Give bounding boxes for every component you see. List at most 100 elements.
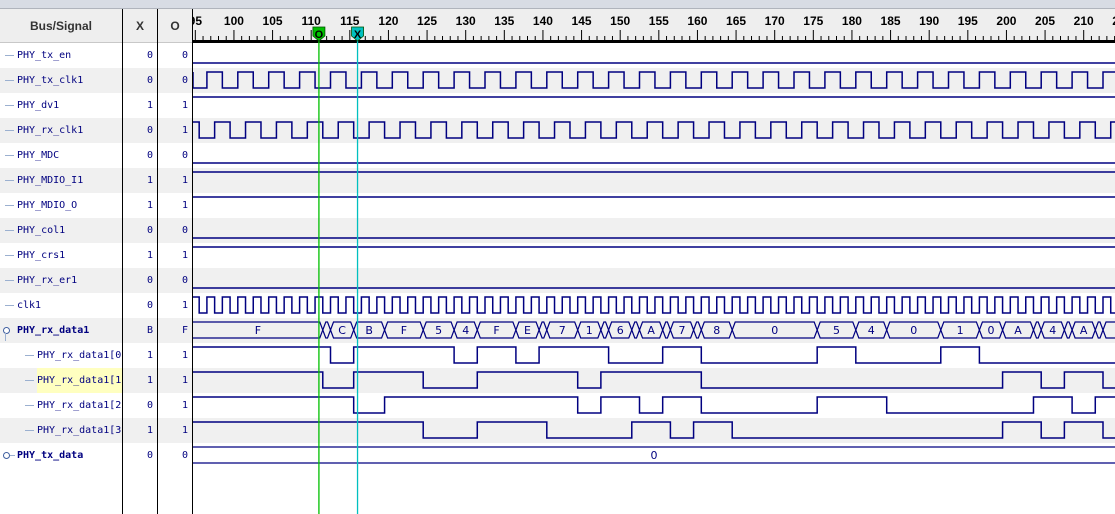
o-cursor-value: 1 [181, 375, 188, 386]
time-tick-label: 105 [263, 14, 283, 28]
bus-value-label: 6 [617, 324, 624, 337]
signal-row[interactable]: PHY_rx_data1 B F [0, 318, 193, 343]
column-header-bus-signal[interactable]: Bus/Signal [0, 9, 122, 43]
time-tick-label: 120 [378, 14, 398, 28]
tree-line [5, 130, 14, 131]
bus-segment [193, 446, 1115, 464]
row-band [193, 268, 1115, 293]
tree-line [5, 333, 6, 341]
time-tick-label: 215 [1112, 14, 1115, 28]
signal-name[interactable]: PHY_MDIO_O [17, 200, 78, 211]
signal-row[interactable]: PHY_tx_data 0 0 [0, 443, 193, 468]
bus-value-label: 4 [868, 324, 875, 337]
x-cursor-value: 1 [146, 175, 153, 186]
bus-value-label: 5 [833, 324, 840, 337]
signal-row[interactable]: PHY_tx_clk1 0 0 [0, 68, 193, 93]
bus-value-label: 8 [713, 324, 720, 337]
signal-row[interactable]: PHY_rx_er1 0 0 [0, 268, 193, 293]
bus-value-label: F [255, 324, 261, 337]
column-header-o[interactable]: O [158, 9, 192, 43]
bus-collapsed-icon[interactable] [3, 452, 10, 459]
x-cursor-value: 0 [146, 450, 153, 461]
bus-value-label: 7 [559, 324, 566, 337]
bus-value-label: 7 [678, 324, 685, 337]
signal-name[interactable]: PHY_rx_clk1 [17, 125, 84, 136]
time-tick-label: 175 [803, 14, 823, 28]
signal-name[interactable]: PHY_rx_data1[3 [37, 425, 122, 436]
signal-name[interactable]: PHY_rx_data1[1 [37, 368, 122, 393]
time-tick-label: 110 [302, 14, 322, 28]
o-cursor-value: F [181, 325, 188, 336]
signal-name[interactable]: PHY_rx_data1[2 [37, 400, 122, 411]
time-tick-label: 135 [494, 14, 514, 28]
signal-row[interactable]: PHY_rx_data1[0 1 1 [0, 343, 193, 368]
tree-line [25, 430, 34, 431]
time-tick-label: 180 [842, 14, 862, 28]
column-divider[interactable] [157, 9, 158, 514]
tree-line [5, 305, 14, 306]
o-cursor-value: 0 [181, 225, 188, 236]
bus-bit-waveform [193, 346, 1115, 364]
bus-value-label: A [647, 324, 655, 337]
signal-row[interactable]: clk1 0 1 [0, 293, 193, 318]
signal-row[interactable]: PHY_tx_en 0 0 [0, 43, 193, 68]
signal-row[interactable]: PHY_dv1 1 1 [0, 93, 193, 118]
signal-name[interactable]: PHY_rx_data1 [17, 325, 90, 336]
x-cursor-value: 0 [146, 50, 153, 61]
signal-name[interactable]: PHY_tx_en [17, 50, 72, 61]
signal-name[interactable]: PHY_MDC [17, 150, 60, 161]
o-cursor-value: 1 [181, 125, 188, 136]
signal-row[interactable]: PHY_MDC 0 0 [0, 143, 193, 168]
signal-row[interactable]: PHY_col1 0 0 [0, 218, 193, 243]
signal-name[interactable]: PHY_col1 [17, 225, 66, 236]
cursor-o-flag[interactable] [312, 26, 326, 42]
signal-name[interactable]: PHY_tx_clk1 [17, 75, 84, 86]
time-tick-label: 95 [193, 14, 202, 28]
signal-name[interactable]: PHY_MDIO_I1 [17, 175, 84, 186]
signal-name[interactable]: PHY_tx_data [17, 450, 84, 461]
signal-name[interactable]: PHY_rx_data1[0 [37, 350, 122, 361]
o-cursor-value: 0 [181, 450, 188, 461]
column-divider[interactable] [122, 9, 123, 514]
signal-row[interactable]: PHY_rx_data1[2 0 1 [0, 393, 193, 418]
signal-name[interactable]: clk1 [17, 300, 42, 311]
o-cursor-value: 1 [181, 400, 188, 411]
signal-name[interactable]: PHY_dv1 [17, 100, 60, 111]
time-tick-label: 205 [1035, 14, 1055, 28]
time-tick-label: 155 [649, 14, 669, 28]
signal-row[interactable]: PHY_MDIO_O 1 1 [0, 193, 193, 218]
signal-row[interactable]: PHY_MDIO_I1 1 1 [0, 168, 193, 193]
tree-line [25, 380, 34, 381]
tree-line [5, 105, 14, 106]
bus-value-label: 4 [462, 324, 469, 337]
bus-value-label: 1 [957, 324, 964, 337]
time-tick-label: 210 [1074, 14, 1094, 28]
time-ruler[interactable] [193, 9, 1115, 42]
signal-row[interactable]: PHY_rx_data1[3 1 1 [0, 418, 193, 443]
tree-line [10, 455, 15, 456]
waveform-plot[interactable]: 9510010511011512012513013514014515015516… [193, 8, 1115, 514]
x-cursor-value: 1 [146, 350, 153, 361]
signal-row[interactable]: PHY_rx_data1[1 1 1 [0, 368, 193, 393]
signal-row[interactable]: PHY_crs1 1 1 [0, 243, 193, 268]
tree-line [5, 230, 14, 231]
bus-segment [1102, 321, 1115, 339]
tree-line [5, 180, 14, 181]
signal-row[interactable]: PHY_rx_clk1 0 1 [0, 118, 193, 143]
signal-name[interactable]: PHY_crs1 [17, 250, 66, 261]
tree-line [5, 205, 14, 206]
time-tick-label: 190 [919, 14, 939, 28]
clock-waveform [193, 71, 1115, 89]
x-cursor-value: 1 [146, 425, 153, 436]
bus-expanded-icon[interactable] [3, 327, 10, 334]
column-divider[interactable] [192, 9, 193, 514]
clock-waveform [193, 296, 1115, 314]
cursor-x-flag[interactable] [351, 26, 364, 42]
bus-value-label: 1 [586, 324, 593, 337]
bus-value-label: E [524, 324, 531, 337]
signal-name[interactable]: PHY_rx_er1 [17, 275, 78, 286]
clock-waveform [193, 121, 1115, 139]
bus-value-label: 4 [1049, 324, 1056, 337]
column-header-x[interactable]: X [123, 9, 157, 43]
bus-value-label: F [401, 324, 407, 337]
